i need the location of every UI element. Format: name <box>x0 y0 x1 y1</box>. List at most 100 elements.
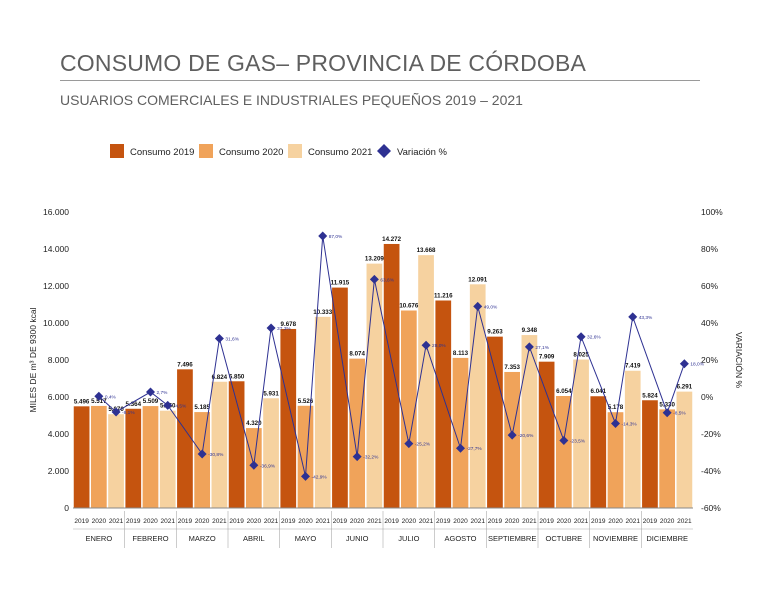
bar-value-label: 5.824 <box>642 392 658 399</box>
bar-value-label: 13.668 <box>417 247 436 254</box>
variation-label: 49,0% <box>484 304 498 310</box>
x-year-label: 2021 <box>419 518 434 525</box>
x-month-label: MAYO <box>295 534 317 543</box>
x-year-label: 2019 <box>178 518 193 525</box>
variation-point <box>679 359 689 369</box>
y2-tick-label: 100% <box>701 207 723 217</box>
variation-label: -25,2% <box>415 442 431 448</box>
y-axis-label: MILES DE m³ DE 9300 kcal <box>28 307 38 412</box>
x-month-label: FEBRERO <box>132 534 168 543</box>
legend-swatch-2019 <box>110 144 124 158</box>
x-year-label: 2019 <box>74 518 89 525</box>
variation-point <box>456 443 465 453</box>
variation-label: 31,6% <box>225 337 239 343</box>
x-year-label: 2020 <box>143 518 158 525</box>
variation-label: -23,5% <box>570 438 586 444</box>
x-year-label: 2020 <box>660 518 675 525</box>
bar-febrero-2019 <box>125 408 142 508</box>
bar-value-label: 7.496 <box>177 361 193 368</box>
bar-value-label: 9.678 <box>281 321 297 328</box>
bar-value-label: 8.074 <box>349 351 365 358</box>
x-year-label: 2019 <box>643 518 658 525</box>
bar-value-label: 8.025 <box>573 352 589 359</box>
bar-value-label: 5.509 <box>143 398 159 405</box>
bar-value-label: 6.291 <box>677 384 693 391</box>
x-year-label: 2021 <box>264 518 279 525</box>
variation-label: 2,7% <box>157 390 169 396</box>
x-year-label: 2020 <box>505 518 520 525</box>
x-year-label: 2020 <box>557 518 572 525</box>
legend-swatch-2020 <box>199 144 213 158</box>
bar-agosto-2019 <box>435 300 452 508</box>
bar-value-label: 5.330 <box>659 401 675 408</box>
legend-variation-marker <box>377 144 391 158</box>
y2-tick-label: -40% <box>701 466 721 476</box>
bar-value-label: 5.178 <box>608 404 624 411</box>
x-month-label: JULIO <box>398 534 419 543</box>
bar-marzo-2019 <box>177 369 193 508</box>
variation-label: -20,6% <box>518 433 534 439</box>
bar-octubre-2020 <box>555 396 572 508</box>
variation-label: 0,4% <box>105 394 117 400</box>
y2-axis-label: VARIACIÓN % <box>734 332 744 388</box>
bar-value-label: 11.216 <box>434 293 453 300</box>
bar-agosto-2021 <box>469 284 486 508</box>
y-tick-label: 4.000 <box>48 429 70 439</box>
bar-value-label: 9.263 <box>487 329 503 336</box>
bar-julio-2020 <box>400 310 417 508</box>
y-tick-label: 8.000 <box>48 355 70 365</box>
bar-value-label: 7.909 <box>539 354 555 361</box>
bar-febrero-2020 <box>142 406 159 508</box>
bar-value-label: 13.209 <box>365 256 384 263</box>
x-year-label: 2021 <box>574 518 589 525</box>
bar-junio-2019 <box>332 287 348 508</box>
x-year-label: 2019 <box>488 518 503 525</box>
bar-value-label: 5.931 <box>263 390 279 397</box>
bar-noviembre-2020 <box>607 412 624 508</box>
bar-febrero-2021 <box>159 410 176 508</box>
x-year-label: 2021 <box>160 518 175 525</box>
variation-point <box>404 439 414 449</box>
x-month-label: SEPTIEMBRE <box>488 534 536 543</box>
bar-marzo-2020 <box>194 412 211 508</box>
bar-diciembre-2021 <box>676 391 693 508</box>
variation-label: -42,9% <box>312 474 328 480</box>
bar-diciembre-2019 <box>642 400 658 508</box>
x-year-label: 2020 <box>92 518 107 525</box>
variation-point <box>559 435 569 445</box>
y2-tick-label: -20% <box>701 429 721 439</box>
title-divider <box>60 80 700 81</box>
chart-subtitle: USUARIOS COMERCIALES E INDUSTRIALES PEQU… <box>60 92 523 108</box>
variation-label: 18,0% <box>690 362 704 368</box>
bar-noviembre-2019 <box>590 396 607 508</box>
variation-point <box>111 407 121 417</box>
bar-value-label: 6.041 <box>591 388 607 395</box>
variation-point <box>318 231 328 241</box>
y-tick-label: 16.000 <box>43 207 69 217</box>
variation-label: 87,0% <box>329 234 343 240</box>
variation-label: -32,2% <box>363 455 379 461</box>
x-month-label: AGOSTO <box>445 534 477 543</box>
bar-value-label: 9.348 <box>522 327 538 334</box>
y-tick-label: 12.000 <box>43 281 69 291</box>
variation-point <box>421 340 431 350</box>
variation-line <box>98 235 685 477</box>
bar-value-label: 12.091 <box>468 276 487 283</box>
bar-value-label: 7.353 <box>504 364 520 371</box>
bar-value-label: 6.850 <box>229 373 245 380</box>
variation-label: -36,9% <box>260 463 276 469</box>
y-tick-label: 6.000 <box>48 392 70 402</box>
variation-label: 43,3% <box>639 315 653 321</box>
variation-label: -14,3% <box>622 421 638 427</box>
x-year-label: 2021 <box>315 518 330 525</box>
bar-value-label: 11.915 <box>331 280 350 287</box>
legend-label-2019: Consumo 2019 <box>130 147 194 158</box>
y2-tick-label: 40% <box>701 318 718 328</box>
bar-value-label: 5.185 <box>194 404 210 411</box>
variation-point <box>662 408 672 418</box>
variation-point <box>473 301 483 311</box>
bar-mayo-2021 <box>314 316 331 508</box>
x-year-label: 2020 <box>350 518 365 525</box>
x-year-label: 2021 <box>470 518 485 525</box>
variation-point <box>507 430 517 440</box>
